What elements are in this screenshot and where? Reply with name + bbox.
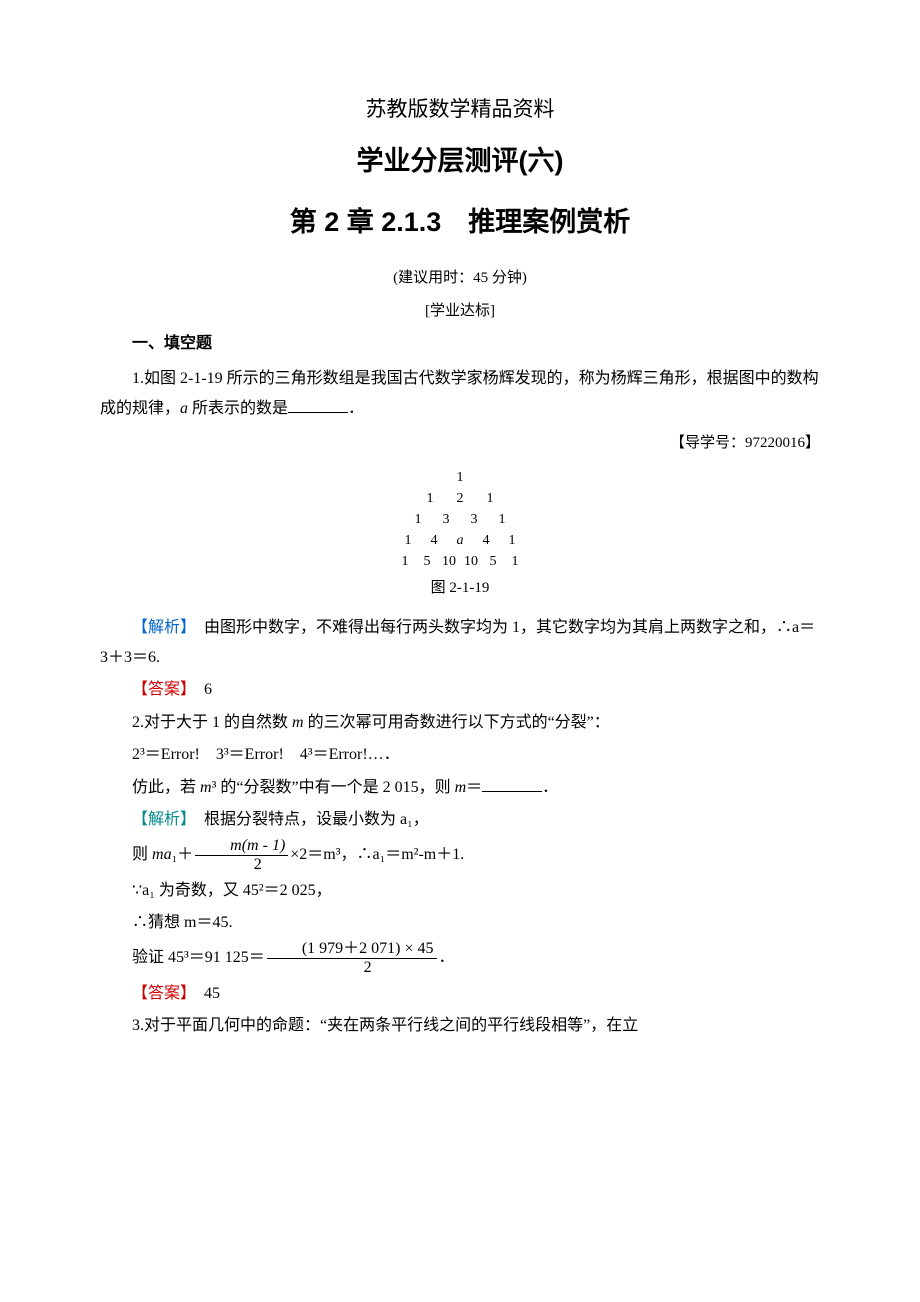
q2-l1b: 的三次幂可用奇数进行以下方式的“分裂”： xyxy=(304,714,610,731)
q3-text: 3.对于平面几何中的命题：“夹在两条平行线之间的平行线段相等”，在立 xyxy=(100,1011,820,1041)
q2-frac2-num: (1 979＋2 071) × 45 xyxy=(267,940,437,959)
level-note: [学业达标] xyxy=(100,297,820,326)
q2-verify: 验证 45³＝91 125＝(1 979＋2 071) × 452． xyxy=(100,940,820,976)
q2-eq1a: 则 xyxy=(132,846,152,863)
q2-l3b: ³ 的“分裂数”中有一个是 2 015，则 xyxy=(212,779,455,796)
q2-eq1b: ×2＝m³，∴a₁＝m²-m＋1. xyxy=(290,846,464,863)
q2-var-m1: m xyxy=(292,714,304,731)
q2-answer: 【答案】 45 xyxy=(100,979,820,1009)
q2-ma1: ma xyxy=(152,846,172,863)
title-sub: 第 2 章 2.1.3 推理案例赏析 xyxy=(100,197,820,248)
q1-guide: 【导学号：97220016】 xyxy=(100,429,820,458)
q2-frac2-den: 2 xyxy=(267,959,437,977)
q2-frac1: m(m - 1)2 xyxy=(195,837,288,873)
pascal-triangle: 1121133114a4115101051 xyxy=(100,467,820,572)
q2-l3a: 仿此，若 xyxy=(132,779,200,796)
q1-text-c: ． xyxy=(348,400,364,417)
q1-prompt: 1.如图 2-1-19 所示的三角形数组是我国古代数学家杨辉发现的，称为杨辉三角… xyxy=(100,364,820,425)
figure-caption: 图 2-1-19 xyxy=(100,574,820,603)
q1-blank xyxy=(288,396,348,413)
q2-frac1-den: 2 xyxy=(195,856,288,874)
q2-l3d: ． xyxy=(542,779,558,796)
q2-odd: ∵a₁ 为奇数，又 45²＝2 025， xyxy=(100,876,820,906)
q2-vb: ． xyxy=(439,949,455,966)
title-pre: 苏教版数学精品资料 xyxy=(100,90,820,130)
q2-frac1-num: m(m - 1) xyxy=(195,837,288,856)
section-fill-heading: 一、填空题 xyxy=(100,329,820,359)
q2-eq1: 则 ma₁＋m(m - 1)2×2＝m³，∴a₁＝m²-m＋1. xyxy=(100,837,820,873)
q2-line2: 2³＝Error! 3³＝Error! 4³＝Error!…． xyxy=(100,740,820,770)
answer-label: 【答案】 xyxy=(132,681,188,698)
q1-text-b: 所表示的数是 xyxy=(188,400,288,417)
q1-analysis: 【解析】 由图形中数字，不难得出每行两头数字均为 1，其它数字均为其肩上两数字之… xyxy=(100,613,820,674)
q2-line3: 仿此，若 m³ 的“分裂数”中有一个是 2 015，则 m＝． xyxy=(100,773,820,803)
q1-answer: 【答案】 6 xyxy=(100,675,820,705)
analysis-label: 【解析】 xyxy=(132,619,188,636)
answer-label-2: 【答案】 xyxy=(132,985,188,1002)
q1-answer-text: 6 xyxy=(188,681,212,698)
q2-l3c: ＝ xyxy=(466,779,482,796)
q2-frac2: (1 979＋2 071) × 452 xyxy=(267,940,437,976)
q2-answer-text: 45 xyxy=(188,985,220,1002)
q2-l1a: 2.对于大于 1 的自然数 xyxy=(132,714,292,731)
q2-var-m2: m xyxy=(200,779,212,796)
q2-sub1: ₁＋ xyxy=(172,846,194,863)
analysis-label-2: 【解析】 xyxy=(132,811,188,828)
q2-blank xyxy=(482,775,542,792)
time-note: (建议用时：45 分钟) xyxy=(100,264,820,293)
q2-analysis1: 【解析】 根据分裂特点，设最小数为 a₁， xyxy=(100,805,820,835)
title-main: 学业分层测评(六) xyxy=(100,136,820,187)
q2-guess: ∴猜想 m＝45. xyxy=(100,908,820,938)
q1-var-a: a xyxy=(180,400,188,417)
q1-analysis-text: 由图形中数字，不难得出每行两头数字均为 1，其它数字均为其肩上两数字之和，∴a＝… xyxy=(100,619,815,666)
q2-var-m3: m xyxy=(455,779,467,796)
q2-line1: 2.对于大于 1 的自然数 m 的三次幂可用奇数进行以下方式的“分裂”： xyxy=(100,708,820,738)
q2-an1: 根据分裂特点，设最小数为 a₁， xyxy=(188,811,429,828)
q2-va: 验证 45³＝91 125＝ xyxy=(132,949,265,966)
